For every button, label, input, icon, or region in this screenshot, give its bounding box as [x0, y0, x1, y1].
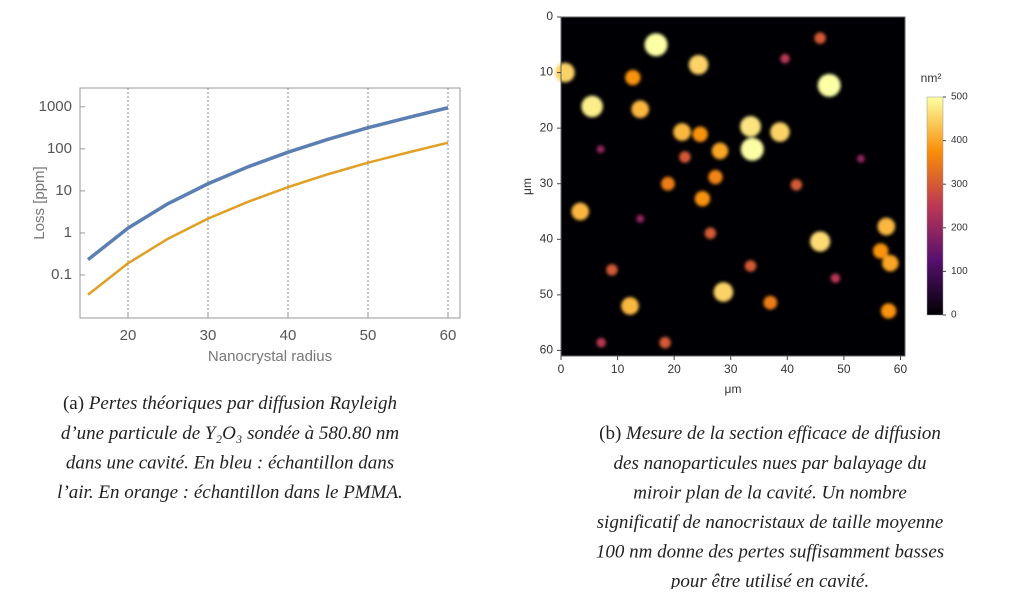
- particle: [694, 191, 711, 207]
- colorbar-tick-label: 0: [951, 310, 957, 321]
- particle: [780, 53, 790, 64]
- caption-text: Pertes théoriques par diffusion Rayleigh: [88, 393, 397, 414]
- particle: [659, 336, 671, 349]
- particle: [810, 231, 831, 252]
- particle: [872, 243, 889, 259]
- particle: [740, 137, 764, 161]
- x-tick-label: 60: [894, 362, 908, 376]
- map-background: [561, 17, 905, 356]
- caption-label: (a): [63, 393, 84, 414]
- particle: [596, 337, 606, 348]
- colorbar: [926, 96, 944, 316]
- particle: [661, 176, 675, 191]
- y-tick-label: 100: [47, 140, 72, 157]
- x-tick-label: 60: [440, 327, 457, 344]
- caption-line: (a) Pertes théoriques par diffusion Rayl…: [63, 393, 397, 414]
- particle: [581, 95, 603, 118]
- particle: [711, 142, 729, 160]
- colorbar-tick-label: 200: [951, 222, 968, 233]
- series-line: [87, 141, 449, 296]
- caption-line: des nanoparticules nues par balayage du: [614, 453, 927, 474]
- particle: [692, 126, 708, 142]
- y-tick-label: 10: [540, 65, 554, 79]
- particle: [770, 122, 790, 142]
- particle: [790, 179, 803, 191]
- y-tick-label: 0: [546, 9, 553, 23]
- y-tick-label: 30: [540, 176, 554, 190]
- x-tick-label: 30: [200, 327, 217, 344]
- particle: [631, 100, 650, 119]
- x-tick-label: 20: [667, 362, 681, 376]
- y-tick-label: 20: [540, 120, 554, 134]
- y-tick-label: 40: [540, 231, 554, 245]
- caption-line: pour être utilisé en cavité.: [669, 571, 869, 589]
- particle: [830, 273, 841, 283]
- caption-line: significatif de nanocristaux de taille m…: [597, 512, 944, 533]
- caption-line: 100 nm donne des pertes suffisamment bas…: [596, 541, 944, 562]
- colorbar-tick-label: 500: [951, 92, 968, 103]
- caption-line: l’air. En orange : échantillon dans le P…: [57, 482, 403, 503]
- particle: [673, 123, 691, 141]
- caption-text: Mesure de la section efficace de diffusi…: [625, 423, 941, 444]
- x-tick-label: 40: [280, 327, 297, 344]
- particle: [606, 264, 618, 276]
- particle: [713, 282, 734, 302]
- particle: [814, 32, 826, 44]
- y-tick-label: 10: [55, 182, 72, 199]
- particle: [625, 69, 641, 86]
- plot-frame: [79, 87, 461, 319]
- particle: [763, 295, 778, 310]
- particle: [688, 55, 709, 75]
- x-tick-label: 50: [837, 362, 851, 376]
- y-tick-label: 0.1: [51, 266, 72, 283]
- colorbar-tick-label: 100: [951, 266, 968, 277]
- x-axis-label: Nanocrystal radius: [208, 348, 332, 365]
- caption-line: d’une particule de Y₂O₃ sondée à 580.80 …: [61, 423, 399, 444]
- particle: [740, 116, 761, 137]
- caption-line: dans une cavité. En bleu : échantillon d…: [66, 452, 394, 473]
- y-tick-label: 60: [540, 343, 554, 357]
- particle: [744, 260, 757, 272]
- x-tick-label: 20: [120, 327, 137, 344]
- caption-line: miroir plan de la cavité. Un nombre: [633, 482, 907, 503]
- particle: [555, 62, 575, 83]
- particle: [679, 151, 691, 163]
- colorbar-label: nm²: [921, 71, 942, 85]
- y-tick-label: 1: [64, 224, 72, 241]
- particle: [882, 254, 899, 272]
- colorbar-tick-label: 400: [951, 135, 968, 146]
- particle: [621, 297, 639, 315]
- particle: [880, 303, 897, 319]
- particle: [704, 227, 717, 239]
- particle: [636, 214, 645, 223]
- particle: [596, 145, 605, 154]
- y-tick-label: 50: [540, 287, 554, 301]
- series-line: [86, 106, 449, 262]
- x-tick-label: 0: [558, 362, 565, 376]
- y-axis-label: μm: [520, 178, 534, 195]
- y-tick-label: 1000: [39, 98, 72, 115]
- x-tick-label: 40: [781, 362, 795, 376]
- particle: [571, 202, 590, 221]
- caption-label: (b): [599, 423, 621, 444]
- particle: [817, 73, 841, 97]
- map-frame: [560, 16, 906, 357]
- x-axis-label: μm: [725, 382, 742, 396]
- particle: [877, 217, 896, 236]
- particle: [644, 33, 668, 57]
- x-tick-label: 10: [611, 362, 625, 376]
- colorbar-tick-label: 300: [951, 179, 968, 190]
- caption-line: (b) Mesure de la section efficace de dif…: [599, 423, 941, 444]
- particle: [856, 154, 865, 163]
- x-tick-label: 30: [724, 362, 738, 376]
- particle: [708, 169, 723, 185]
- spots: [555, 32, 899, 349]
- x-tick-label: 50: [360, 327, 377, 344]
- y-axis-label: Loss [ppm]: [31, 166, 48, 239]
